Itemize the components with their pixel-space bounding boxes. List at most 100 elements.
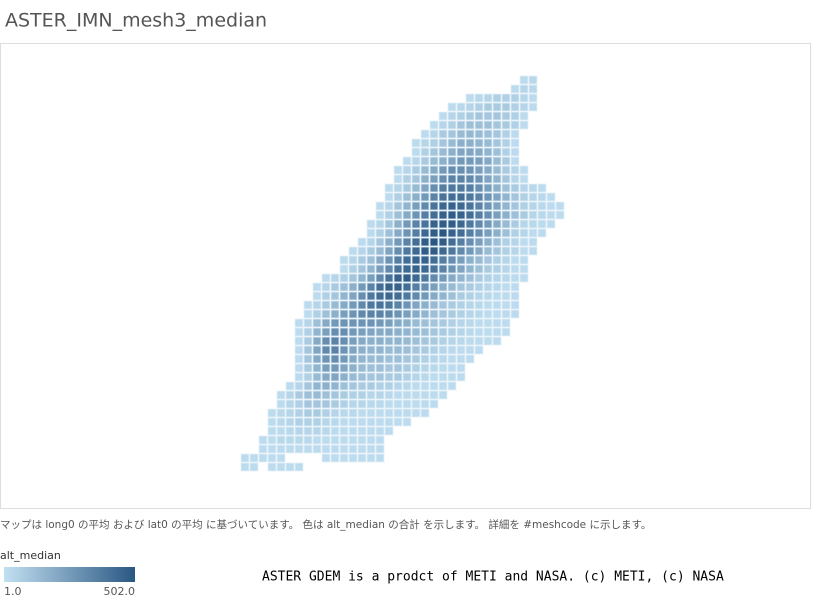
mesh-cell [429,138,439,148]
mesh-cell [258,435,268,445]
mesh-cell [492,174,502,184]
mesh-cell [375,228,385,238]
mesh-cell [366,282,376,292]
mesh-cell [321,363,331,373]
mesh-cell [348,408,358,418]
mesh-cell [519,228,529,238]
mesh-cell [402,174,412,184]
mesh-cell [456,300,466,310]
mesh-cell [348,309,358,319]
mesh-cell [465,210,475,220]
mesh-cell [483,174,493,184]
mesh-cell [348,255,358,265]
mesh-cell [411,210,421,220]
mesh-cell [285,417,295,427]
mesh-cell [348,399,358,409]
mesh-cell [447,138,457,148]
mesh-cell [267,462,277,472]
mesh-cell [546,210,556,220]
mesh-cell [429,246,439,256]
mesh-cell [465,147,475,157]
mesh-cell [474,174,484,184]
mesh-cell [546,201,556,211]
mesh-cell [411,138,421,148]
mesh-cell [483,291,493,301]
mesh-cell [510,102,520,112]
mesh-cell [519,174,529,184]
mesh-cell [348,435,358,445]
mesh-cell [429,120,439,130]
mesh-cell [420,228,430,238]
mesh-cell [528,246,538,256]
mesh-cell [474,300,484,310]
mesh-cell [321,309,331,319]
mesh-cell [528,102,538,112]
mesh-cell [357,408,367,418]
mesh-cell [375,399,385,409]
mesh-cell [492,156,502,166]
mesh-cell [411,408,421,418]
mesh-cell [474,147,484,157]
mesh-cell [420,363,430,373]
mesh-cell [456,129,466,139]
mesh-cell [411,390,421,400]
mesh-cell [384,228,394,238]
mesh-cell [375,237,385,247]
mesh-cell [411,255,421,265]
mesh-cell [519,219,529,229]
mesh-cell [330,318,340,328]
mesh-cell [438,363,448,373]
mesh-cell [402,372,412,382]
mesh-cell [402,399,412,409]
mesh-cell [483,264,493,274]
mesh-cell [510,138,520,148]
mesh-cell [312,336,322,346]
mesh-cell [402,309,412,319]
mesh-cell [483,273,493,283]
mesh-cell [375,372,385,382]
mesh-cell [276,462,286,472]
mesh-cell [510,210,520,220]
mesh-cell [348,264,358,274]
mesh-cell [447,174,457,184]
mesh-cell [393,381,403,391]
mesh-cell [276,417,286,427]
mesh-cell [546,192,556,202]
mesh-cell [366,264,376,274]
mesh-cell [357,264,367,274]
mesh-cell [411,399,421,409]
mesh-cell [474,327,484,337]
mesh-cell [348,426,358,436]
mesh-cell [375,210,385,220]
mesh-cell [447,129,457,139]
mesh-cell [276,399,286,409]
legend-title: alt_median [0,549,61,562]
mesh-cell [402,354,412,364]
mesh-cell [501,120,511,130]
mesh-cell [366,318,376,328]
mesh-cell [402,228,412,238]
mesh-cell [330,435,340,445]
mesh-cell [375,201,385,211]
mesh-cell [411,336,421,346]
mesh-cell [402,318,412,328]
mesh-cell [528,201,538,211]
mesh-cell [393,417,403,427]
mesh-cell [366,435,376,445]
mesh-cell [366,300,376,310]
mesh-cell [420,147,430,157]
mesh-cell [420,336,430,346]
mesh-cell [438,300,448,310]
mesh-cell [456,336,466,346]
mesh-cell [348,453,358,463]
mesh-cell [330,381,340,391]
mesh-cell [438,345,448,355]
mesh-cell [420,327,430,337]
mesh-cell [519,111,529,121]
mesh-cell [429,183,439,193]
mesh-cell [420,201,430,211]
mesh-cell [447,381,457,391]
mesh-cell [411,147,421,157]
mesh-cell [465,300,475,310]
mesh-cell [501,165,511,175]
